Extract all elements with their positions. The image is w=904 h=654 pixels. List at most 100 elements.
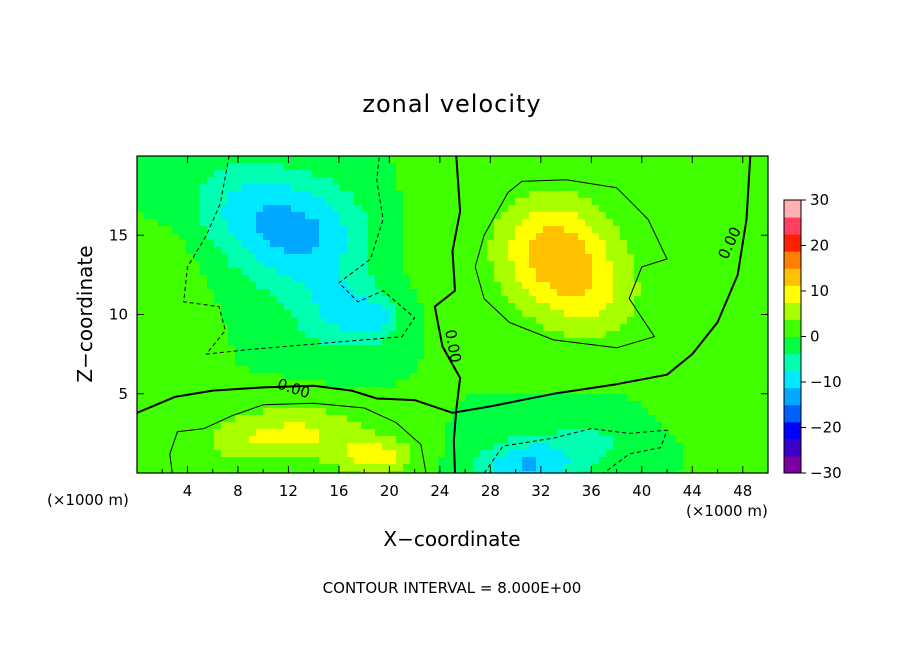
heatmap-cell (172, 317, 180, 325)
heatmap-cell (277, 184, 285, 192)
heatmap-cell (298, 373, 306, 381)
heatmap-cell (382, 359, 390, 367)
heatmap-cell (487, 163, 495, 171)
heatmap-cell (508, 331, 516, 339)
heatmap-cell (697, 457, 705, 465)
heatmap-cell (501, 268, 509, 276)
colorbar-tick-label: 10 (810, 282, 829, 300)
heatmap-cell (606, 359, 614, 367)
heatmap-cell (207, 464, 215, 472)
heatmap-cell (445, 177, 453, 185)
heatmap-cell (361, 338, 369, 346)
heatmap-cell (431, 401, 439, 409)
heatmap-cell (221, 184, 229, 192)
heatmap-cell (186, 233, 194, 241)
heatmap-cell (585, 415, 593, 423)
heatmap-cell (613, 226, 621, 234)
heatmap-cell (438, 401, 446, 409)
heatmap-cell (732, 394, 740, 402)
heatmap-cell (557, 457, 565, 465)
heatmap-cell (634, 422, 642, 430)
heatmap-cell (452, 212, 460, 220)
heatmap-cell (501, 471, 509, 473)
heatmap-cell (347, 345, 355, 353)
heatmap-cell (634, 212, 642, 220)
heatmap-cell (585, 275, 593, 283)
heatmap-cell (165, 310, 173, 318)
heatmap-cell (403, 303, 411, 311)
heatmap-cell (158, 191, 166, 199)
heatmap-cell (557, 373, 565, 381)
heatmap-cell (592, 380, 600, 388)
heatmap-cell (242, 184, 250, 192)
heatmap-cell (697, 226, 705, 234)
heatmap-cell (291, 184, 299, 192)
heatmap-cell (207, 247, 215, 255)
heatmap-cell (536, 408, 544, 416)
heatmap-cell (557, 163, 565, 171)
heatmap-cell (732, 415, 740, 423)
heatmap-cell (669, 261, 677, 269)
heatmap-cell (228, 226, 236, 234)
heatmap-cell (249, 177, 257, 185)
heatmap-cell (760, 261, 768, 269)
heatmap-cell (256, 408, 264, 416)
heatmap-cell (144, 408, 152, 416)
heatmap-cell (760, 387, 768, 395)
heatmap-cell (515, 226, 523, 234)
heatmap-cell (501, 464, 509, 472)
heatmap-cell (431, 415, 439, 423)
heatmap-cell (515, 163, 523, 171)
heatmap-cell (424, 212, 432, 220)
heatmap-cell (522, 457, 530, 465)
heatmap-cell (326, 303, 334, 311)
heatmap-cell (669, 317, 677, 325)
heatmap-cell (235, 408, 243, 416)
heatmap-cell (627, 268, 635, 276)
heatmap-cell (242, 303, 250, 311)
heatmap-cell (438, 163, 446, 171)
heatmap-cell (200, 366, 208, 374)
heatmap-cell (214, 464, 222, 472)
heatmap-cell (326, 163, 334, 171)
heatmap-cell (319, 450, 327, 458)
heatmap-cell (200, 261, 208, 269)
heatmap-cell (578, 464, 586, 472)
heatmap-cell (760, 324, 768, 332)
heatmap-cell (522, 198, 530, 206)
heatmap-cell (536, 184, 544, 192)
heatmap-cell (340, 177, 348, 185)
heatmap-cell (186, 282, 194, 290)
heatmap-cell (207, 240, 215, 248)
heatmap-cell (340, 310, 348, 318)
heatmap-cell (564, 443, 572, 451)
heatmap-cell (312, 156, 320, 164)
heatmap-cell (536, 247, 544, 255)
heatmap-cell (690, 422, 698, 430)
heatmap-cell (522, 310, 530, 318)
heatmap-cell (746, 317, 754, 325)
heatmap-cell (165, 331, 173, 339)
heatmap-cell (263, 177, 271, 185)
heatmap-cell (473, 464, 481, 472)
heatmap-cell (375, 324, 383, 332)
heatmap-cell (270, 205, 278, 213)
heatmap-cell (354, 163, 362, 171)
heatmap-cell (613, 163, 621, 171)
heatmap-cell (235, 261, 243, 269)
heatmap-cell (193, 408, 201, 416)
heatmap-cell (648, 436, 656, 444)
heatmap-cell (235, 240, 243, 248)
heatmap-cell (697, 303, 705, 311)
heatmap-cell (193, 415, 201, 423)
heatmap-cell (417, 191, 425, 199)
heatmap-cell (375, 296, 383, 304)
heatmap-cell (375, 352, 383, 360)
heatmap-cell (718, 471, 726, 473)
heatmap-cell (431, 191, 439, 199)
heatmap-cell (494, 156, 502, 164)
heatmap-cell (711, 226, 719, 234)
heatmap-cell (459, 205, 467, 213)
heatmap-cell (690, 212, 698, 220)
heatmap-cell (585, 457, 593, 465)
